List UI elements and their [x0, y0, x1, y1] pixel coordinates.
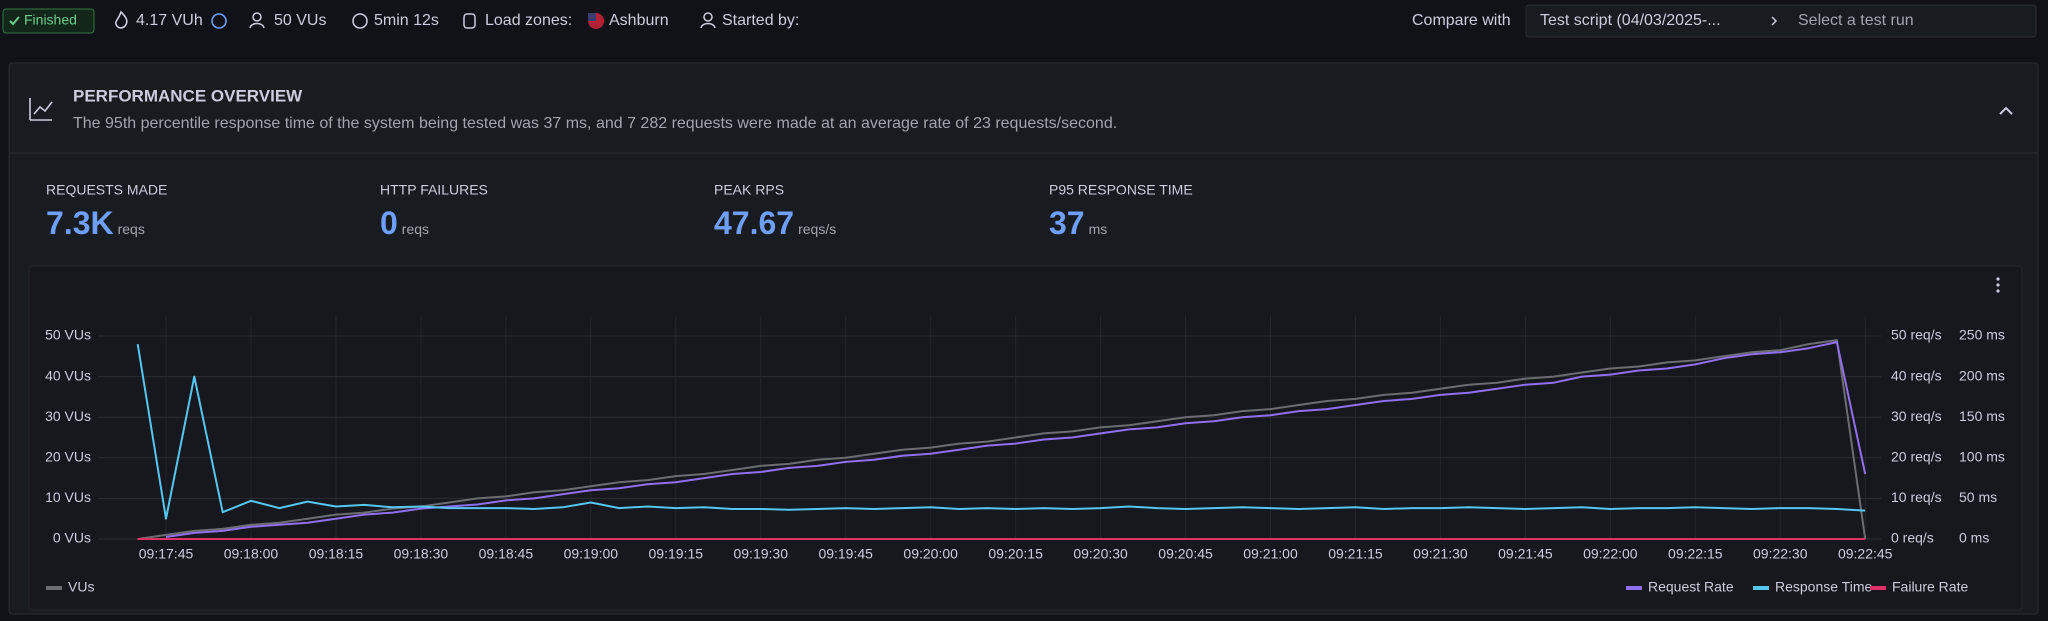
flame-icon	[115, 10, 128, 29]
stat-unit: reqs/s	[798, 221, 836, 237]
user-icon-body	[700, 22, 716, 29]
vus: 50 VUs	[274, 12, 326, 29]
x-tick-label: 09:18:30	[394, 546, 449, 562]
chart: 0 VUs 10 VUs 20 VUs 30 VUs 40 VUs 50 VUs 0 req…	[45, 316, 2005, 595]
x-tick-label: 09:17:45	[139, 546, 194, 562]
vuh: 4.17 VUh	[136, 12, 203, 29]
legend-label: VUs	[68, 579, 94, 595]
x-tick-label: 09:18:45	[479, 546, 534, 562]
y2-tick-label: 20 req/s	[1891, 449, 1942, 465]
y-tick-label: 30 VUs	[45, 408, 91, 424]
stat-value: 47.67	[714, 205, 794, 241]
menu-dot[interactable]	[1996, 289, 2000, 293]
stat-label: P95 RESPONSE TIME	[1049, 182, 1193, 198]
y-tick-label: 0 VUs	[53, 530, 91, 546]
x-tick-label: 09:20:30	[1073, 546, 1128, 562]
y3-tick-label: 150 ms	[1959, 408, 2005, 424]
x-tick-label: 09:22:15	[1668, 546, 1723, 562]
y-tick-label: 10 VUs	[45, 489, 91, 505]
y-tick-label: 40 VUs	[45, 367, 91, 383]
y3-tick-label: 0 ms	[1959, 530, 1989, 546]
y2-tick-label: 50 req/s	[1891, 327, 1942, 343]
stat-unit: reqs	[118, 221, 145, 237]
status: Finished	[24, 12, 77, 28]
series-line	[165, 341, 1867, 538]
x-tick-label: 09:20:15	[988, 546, 1043, 562]
users-icon	[252, 12, 262, 22]
stat-unit: ms	[1089, 221, 1108, 237]
legend-label: Response Time	[1775, 579, 1872, 595]
overview-title: PERFORMANCE OVERVIEW	[73, 86, 303, 105]
x-tick-label: 09:18:15	[309, 546, 364, 562]
load-zones-label: Load zones:	[485, 12, 572, 29]
legend-label: Failure Rate	[1892, 579, 1968, 595]
x-tick-label: 09:19:15	[649, 546, 704, 562]
status-badge	[2, 8, 95, 34]
y3-tick-label: 200 ms	[1959, 367, 2005, 383]
chevron-icon	[1771, 16, 1778, 26]
compare-select[interactable]	[1525, 4, 2037, 38]
duration: 5min 12s	[374, 12, 439, 29]
y-tick-label: 50 VUs	[45, 327, 91, 343]
x-tick-label: 09:20:00	[903, 546, 958, 562]
x-tick-label: 09:21:45	[1498, 546, 1553, 562]
clock-icon	[352, 13, 368, 29]
overview-description: The 95th percentile response time of the…	[73, 115, 1117, 132]
users-icon-body	[249, 22, 265, 29]
x-tick-label: 09:22:00	[1583, 546, 1638, 562]
chart-card	[28, 265, 2023, 611]
series-line	[136, 343, 1866, 520]
compare-script[interactable]: Test script (04/03/2025-...	[1540, 12, 1721, 29]
x-tick-label: 09:19:30	[733, 546, 788, 562]
collapse-button[interactable]	[1999, 106, 2013, 115]
check-icon	[9, 16, 20, 26]
user-icon	[703, 12, 713, 22]
y2-tick-label: 0 req/s	[1891, 530, 1934, 546]
x-tick-label: 09:18:00	[224, 546, 279, 562]
stat-value: 0	[380, 205, 398, 241]
x-tick-label: 09:22:30	[1753, 546, 1808, 562]
y2-tick-label: 10 req/s	[1891, 489, 1942, 505]
menu-dot[interactable]	[1996, 277, 2000, 281]
x-tick-label: 09:19:00	[564, 546, 619, 562]
x-tick-label: 09:22:45	[1838, 546, 1893, 562]
chart-icon	[29, 98, 53, 121]
y3-tick-label: 250 ms	[1959, 327, 2005, 343]
stat-value: 37	[1049, 205, 1085, 241]
stat-label: HTTP FAILURES	[380, 182, 488, 198]
started-by-label: Started by:	[722, 12, 799, 29]
x-tick-label: 09:19:45	[818, 546, 873, 562]
x-tick-label: 09:21:30	[1413, 546, 1468, 562]
legend-label: Request Rate	[1648, 579, 1734, 595]
load-zone: Ashburn	[609, 12, 669, 29]
menu-dot[interactable]	[1996, 283, 2000, 287]
y3-tick-label: 100 ms	[1959, 449, 2005, 465]
y-tick-label: 20 VUs	[45, 449, 91, 465]
info-icon[interactable]	[211, 13, 227, 29]
x-tick-label: 09:21:00	[1243, 546, 1298, 562]
stat-unit: reqs	[402, 221, 429, 237]
zone-icon	[463, 13, 476, 29]
x-tick-label: 09:20:45	[1158, 546, 1213, 562]
stat-value: 7.3K	[46, 205, 114, 241]
stat-label: REQUESTS MADE	[46, 182, 167, 198]
compare-placeholder[interactable]: Select a test run	[1798, 12, 1914, 29]
y2-tick-label: 30 req/s	[1891, 408, 1942, 424]
x-tick-label: 09:21:15	[1328, 546, 1383, 562]
y3-tick-label: 50 ms	[1959, 489, 1997, 505]
y2-tick-label: 40 req/s	[1891, 367, 1942, 383]
flag-canton	[588, 13, 596, 21]
stat-label: PEAK RPS	[714, 182, 784, 198]
compare-label: Compare with	[1412, 12, 1511, 29]
